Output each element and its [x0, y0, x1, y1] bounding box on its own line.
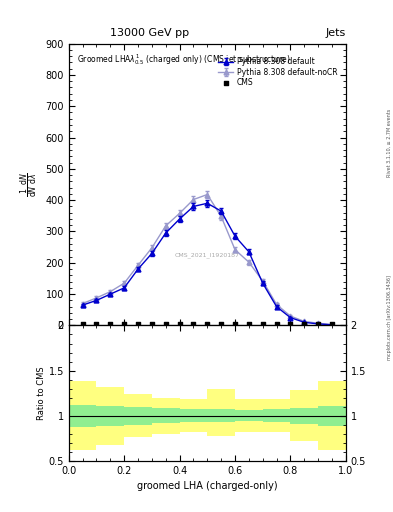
CMS	[274, 320, 280, 328]
CMS	[315, 320, 321, 328]
CMS	[329, 320, 335, 328]
CMS	[301, 320, 307, 328]
Text: mcplots.cern.ch [arXiv:1306.3436]: mcplots.cern.ch [arXiv:1306.3436]	[387, 275, 392, 360]
Text: CMS_2021_I1920187: CMS_2021_I1920187	[175, 252, 240, 258]
CMS	[149, 320, 155, 328]
CMS	[246, 320, 252, 328]
CMS	[163, 320, 169, 328]
CMS	[232, 320, 238, 328]
Text: Rivet 3.1.10, ≥ 2.7M events: Rivet 3.1.10, ≥ 2.7M events	[387, 109, 392, 178]
CMS	[176, 320, 183, 328]
CMS	[204, 320, 211, 328]
X-axis label: groomed LHA (charged-only): groomed LHA (charged-only)	[137, 481, 277, 491]
CMS	[107, 320, 114, 328]
CMS	[287, 320, 294, 328]
CMS	[218, 320, 224, 328]
CMS	[121, 320, 127, 328]
CMS	[190, 320, 196, 328]
Text: 13000 GeV pp: 13000 GeV pp	[110, 28, 189, 38]
Y-axis label: $\frac{1}{\mathrm{d}N}\frac{\mathrm{d}N}{\mathrm{d}\lambda}$: $\frac{1}{\mathrm{d}N}\frac{\mathrm{d}N}…	[18, 172, 40, 197]
CMS	[260, 320, 266, 328]
CMS	[94, 320, 100, 328]
Legend: Pythia 8.308 default, Pythia 8.308 default-noCR, CMS: Pythia 8.308 default, Pythia 8.308 defau…	[217, 56, 339, 89]
Y-axis label: Ratio to CMS: Ratio to CMS	[37, 366, 46, 420]
CMS	[79, 320, 86, 328]
Text: Jets: Jets	[325, 28, 346, 38]
Text: Groomed LHA$\lambda^{1}_{0.5}$ (charged only) (CMS jet substructure): Groomed LHA$\lambda^{1}_{0.5}$ (charged …	[77, 52, 291, 67]
CMS	[135, 320, 141, 328]
